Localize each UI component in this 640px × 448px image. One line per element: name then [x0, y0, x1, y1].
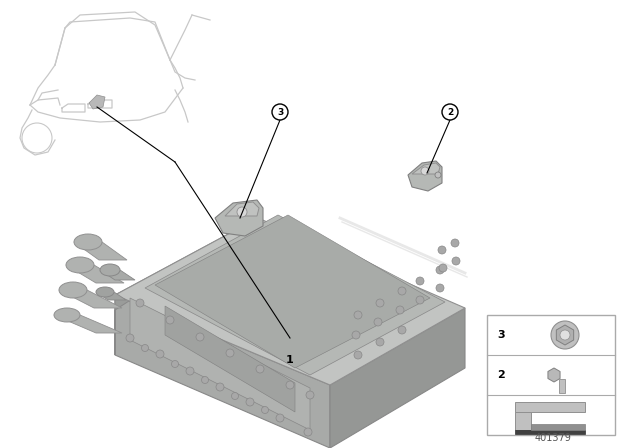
Circle shape: [354, 351, 362, 359]
Circle shape: [451, 239, 459, 247]
Circle shape: [286, 381, 294, 389]
Circle shape: [436, 266, 444, 274]
Circle shape: [442, 104, 458, 120]
Circle shape: [396, 306, 404, 314]
Text: 401379: 401379: [534, 433, 572, 443]
Circle shape: [237, 207, 247, 217]
Circle shape: [376, 338, 384, 346]
Polygon shape: [54, 315, 122, 333]
Polygon shape: [74, 242, 127, 260]
Polygon shape: [330, 308, 465, 448]
Circle shape: [374, 318, 382, 326]
Circle shape: [256, 365, 264, 373]
Circle shape: [416, 277, 424, 285]
Polygon shape: [531, 424, 585, 430]
Polygon shape: [89, 95, 105, 109]
Polygon shape: [66, 265, 124, 283]
Circle shape: [262, 406, 269, 414]
Ellipse shape: [100, 264, 120, 276]
Circle shape: [438, 246, 446, 254]
Circle shape: [156, 350, 164, 358]
Ellipse shape: [96, 287, 114, 297]
Circle shape: [439, 264, 447, 272]
Ellipse shape: [66, 257, 94, 273]
Polygon shape: [412, 163, 440, 174]
Polygon shape: [408, 161, 442, 191]
Text: 3: 3: [277, 108, 283, 116]
Circle shape: [376, 299, 384, 307]
Circle shape: [398, 287, 406, 295]
Circle shape: [226, 349, 234, 357]
Polygon shape: [515, 430, 585, 434]
Circle shape: [435, 172, 441, 178]
Circle shape: [304, 428, 312, 436]
Polygon shape: [130, 298, 310, 430]
Polygon shape: [215, 200, 263, 236]
Circle shape: [276, 414, 284, 422]
Circle shape: [354, 311, 362, 319]
Circle shape: [196, 333, 204, 341]
Text: 3: 3: [497, 330, 505, 340]
Text: 2: 2: [497, 370, 505, 380]
Polygon shape: [559, 379, 565, 393]
Circle shape: [166, 316, 174, 324]
Circle shape: [232, 392, 239, 400]
Circle shape: [551, 321, 579, 349]
Polygon shape: [515, 412, 531, 430]
Circle shape: [352, 331, 360, 339]
Circle shape: [416, 296, 424, 304]
Circle shape: [306, 391, 314, 399]
Polygon shape: [96, 292, 126, 300]
Circle shape: [216, 383, 224, 391]
Text: 2: 2: [447, 108, 453, 116]
Text: 1: 1: [286, 355, 294, 365]
Circle shape: [398, 326, 406, 334]
Polygon shape: [59, 290, 122, 308]
Circle shape: [421, 167, 429, 175]
Polygon shape: [100, 270, 135, 280]
Circle shape: [202, 376, 209, 383]
Polygon shape: [145, 215, 445, 375]
Polygon shape: [165, 306, 295, 412]
Circle shape: [186, 367, 194, 375]
Ellipse shape: [59, 282, 87, 298]
Ellipse shape: [54, 308, 80, 322]
Bar: [487, 315, 615, 435]
Circle shape: [436, 284, 444, 292]
Polygon shape: [515, 402, 585, 412]
Circle shape: [452, 257, 460, 265]
Polygon shape: [556, 325, 573, 345]
Ellipse shape: [74, 234, 102, 250]
Polygon shape: [115, 218, 258, 355]
Polygon shape: [115, 295, 330, 448]
Circle shape: [246, 398, 254, 406]
Circle shape: [141, 345, 148, 352]
Circle shape: [136, 299, 144, 307]
Circle shape: [560, 330, 570, 340]
Circle shape: [272, 104, 288, 120]
Circle shape: [126, 334, 134, 342]
Polygon shape: [155, 215, 430, 368]
Polygon shape: [115, 218, 465, 385]
Polygon shape: [225, 202, 259, 216]
Polygon shape: [548, 368, 560, 382]
Circle shape: [172, 361, 179, 367]
